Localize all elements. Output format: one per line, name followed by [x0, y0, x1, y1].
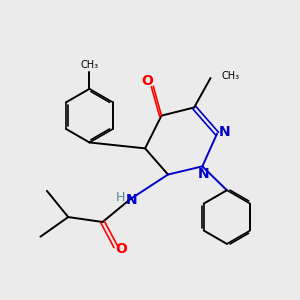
Text: N: N	[126, 193, 138, 207]
Text: N: N	[218, 125, 230, 139]
Text: O: O	[116, 242, 128, 256]
Text: CH₃: CH₃	[222, 71, 240, 81]
Text: H: H	[116, 191, 125, 204]
Text: CH₃: CH₃	[80, 60, 98, 70]
Text: N: N	[198, 167, 210, 181]
Text: O: O	[141, 74, 153, 88]
